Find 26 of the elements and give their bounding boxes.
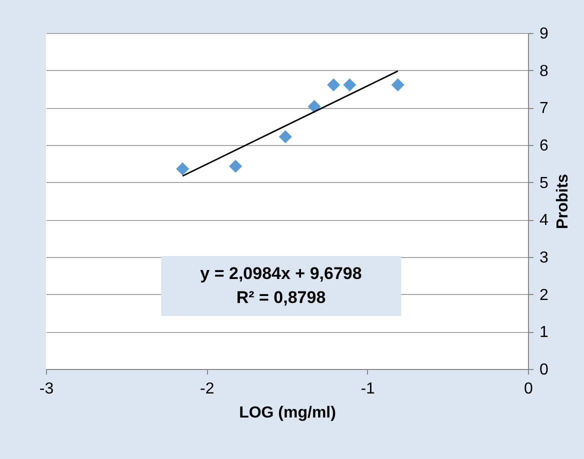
y-tick-label: 5 — [540, 174, 548, 192]
y-tick-label: 8 — [540, 62, 548, 80]
y-axis-title: Probits — [554, 174, 572, 230]
point — [176, 162, 190, 176]
y-tick-label: 4 — [540, 212, 548, 230]
y-tick-label: 9 — [540, 26, 548, 42]
annotation: R² = 0,8798 — [235, 287, 327, 309]
point — [278, 130, 292, 144]
x-tick-label: -1 — [360, 380, 376, 398]
x-axis-title: LOG (mg/ml) — [239, 404, 336, 422]
y-tick-label: 1 — [540, 324, 548, 342]
point — [229, 160, 242, 173]
point — [343, 78, 356, 92]
y-tick-label: 2 — [540, 286, 548, 304]
y-tick-label: 3 — [540, 250, 548, 266]
y-tick-label: 7 — [540, 100, 548, 118]
annotation: y = 2,0984x + 9,6798 — [199, 263, 363, 285]
point — [327, 78, 340, 92]
y-tick-label: 0 — [540, 362, 548, 378]
equation-box: y = 2,0984x + 9,6798 R² = 0,8798 — [161, 256, 401, 316]
x-tick-label: -3 — [39, 380, 54, 398]
point — [391, 78, 404, 92]
x-tick-label: 0 — [524, 380, 534, 398]
x-tick-label: -2 — [200, 380, 214, 398]
point — [308, 100, 321, 114]
y-tick-label: 6 — [540, 138, 548, 154]
